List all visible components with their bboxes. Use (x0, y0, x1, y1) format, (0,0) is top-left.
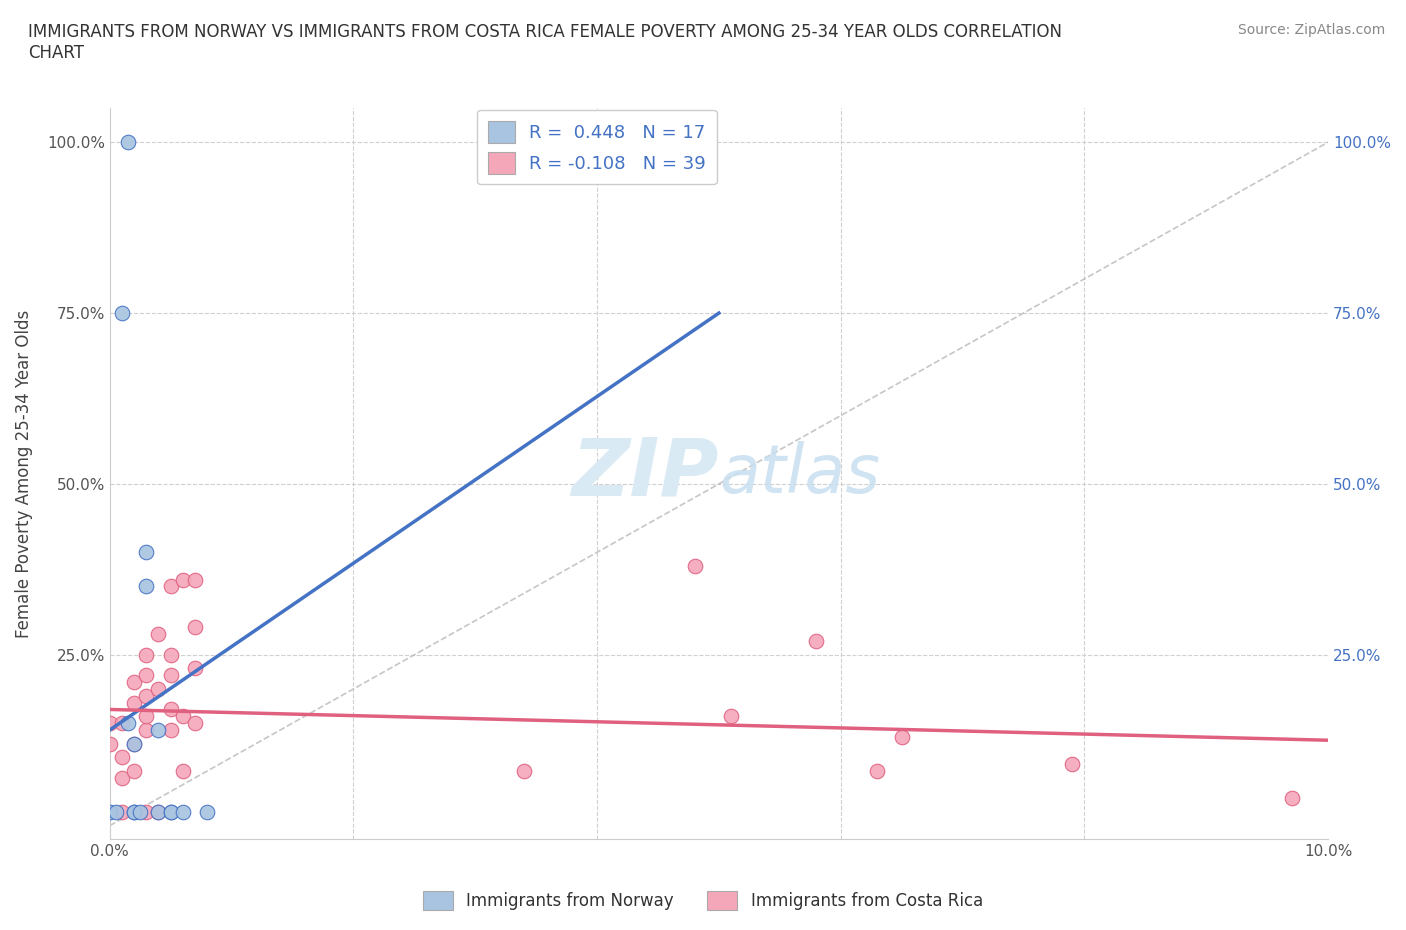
Point (135, 668, 157, 683)
Point (122, 804, 145, 819)
Point (122, 737, 145, 751)
Point (890, 729, 912, 744)
Point (111, 804, 134, 819)
Point (1062, 757, 1084, 772)
Point (513, 764, 536, 778)
Point (184, 716, 207, 731)
Point (159, 804, 181, 819)
Legend: Immigrants from Norway, Immigrants from Costa Rica: Immigrants from Norway, Immigrants from … (416, 884, 990, 917)
Point (111, 306, 134, 321)
Point (122, 737, 145, 751)
Point (129, 804, 152, 819)
Y-axis label: Female Poverty Among 25-34 Year Olds: Female Poverty Among 25-34 Year Olds (15, 310, 32, 638)
Point (104, 804, 127, 819)
Point (159, 668, 181, 683)
Point (98, 804, 121, 819)
Point (135, 579, 157, 594)
Point (866, 764, 889, 778)
Point (148, 682, 170, 697)
Point (148, 804, 170, 819)
Point (111, 770, 134, 785)
Point (111, 750, 134, 764)
Legend: R =  0.448   N = 17, R = -0.108   N = 39: R = 0.448 N = 17, R = -0.108 N = 39 (477, 110, 717, 184)
Point (184, 661, 207, 676)
Point (111, 716, 134, 731)
Text: IMMIGRANTS FROM NORWAY VS IMMIGRANTS FROM COSTA RICA FEMALE POVERTY AMONG 25-34 : IMMIGRANTS FROM NORWAY VS IMMIGRANTS FRO… (28, 23, 1062, 62)
Point (159, 647, 181, 662)
Point (172, 804, 194, 819)
Point (172, 572, 194, 587)
Point (172, 764, 194, 778)
Point (720, 709, 742, 724)
Point (135, 723, 157, 737)
Point (135, 545, 157, 560)
Point (98, 716, 121, 731)
Point (184, 572, 207, 587)
Point (806, 633, 828, 648)
Point (122, 696, 145, 711)
Point (98, 737, 121, 751)
Point (117, 135, 139, 150)
Point (122, 764, 145, 778)
Point (148, 627, 170, 642)
Point (159, 579, 181, 594)
Text: Source: ZipAtlas.com: Source: ZipAtlas.com (1237, 23, 1385, 37)
Point (135, 647, 157, 662)
Point (172, 709, 194, 724)
Text: ZIP: ZIP (572, 434, 718, 512)
Point (1281, 790, 1303, 805)
Point (135, 709, 157, 724)
Point (122, 804, 145, 819)
Point (135, 688, 157, 703)
Point (195, 804, 218, 819)
Point (159, 723, 181, 737)
Point (117, 716, 139, 731)
Point (159, 702, 181, 717)
Point (148, 723, 170, 737)
Point (683, 559, 706, 574)
Point (159, 804, 181, 819)
Point (148, 804, 170, 819)
Point (184, 620, 207, 635)
Point (122, 674, 145, 689)
Point (135, 804, 157, 819)
Text: atlas: atlas (718, 441, 880, 507)
